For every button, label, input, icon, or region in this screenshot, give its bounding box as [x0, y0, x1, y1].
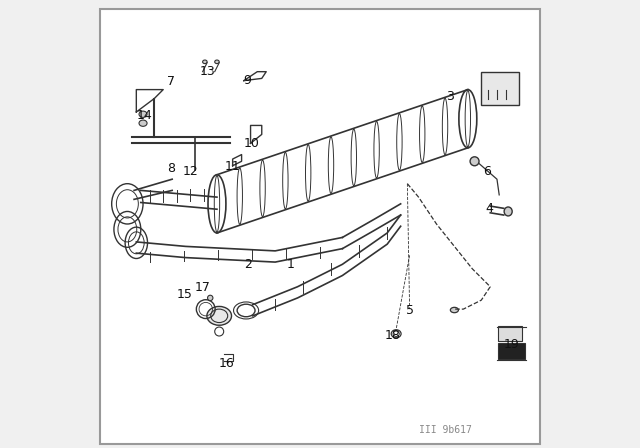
- Ellipse shape: [470, 157, 479, 166]
- FancyBboxPatch shape: [100, 9, 540, 444]
- FancyBboxPatch shape: [499, 343, 525, 359]
- Text: 14: 14: [136, 109, 152, 122]
- Ellipse shape: [504, 207, 512, 216]
- Ellipse shape: [207, 295, 213, 301]
- Text: 8: 8: [167, 161, 175, 175]
- Text: 2: 2: [244, 258, 252, 271]
- FancyBboxPatch shape: [481, 72, 520, 105]
- Text: 7: 7: [167, 75, 175, 88]
- FancyBboxPatch shape: [499, 326, 522, 341]
- Text: 1: 1: [287, 258, 295, 271]
- Text: 10: 10: [244, 137, 260, 150]
- Text: 15: 15: [177, 288, 193, 302]
- Ellipse shape: [139, 111, 147, 117]
- Text: 5: 5: [406, 303, 413, 317]
- Text: 6: 6: [483, 164, 491, 178]
- Text: 13: 13: [199, 65, 215, 78]
- Ellipse shape: [207, 306, 232, 325]
- Text: 9: 9: [243, 74, 252, 87]
- Ellipse shape: [203, 60, 207, 64]
- Text: 17: 17: [195, 281, 211, 294]
- Text: 18: 18: [385, 328, 401, 342]
- Text: 19: 19: [504, 337, 520, 351]
- Ellipse shape: [451, 307, 458, 313]
- Text: 16: 16: [219, 357, 235, 370]
- Text: 3: 3: [446, 90, 454, 103]
- Ellipse shape: [139, 120, 147, 126]
- Text: 11: 11: [225, 160, 241, 173]
- Text: 4: 4: [485, 202, 493, 215]
- Text: 12: 12: [183, 164, 199, 178]
- Text: III 9b617: III 9b617: [419, 425, 472, 435]
- Ellipse shape: [215, 60, 220, 64]
